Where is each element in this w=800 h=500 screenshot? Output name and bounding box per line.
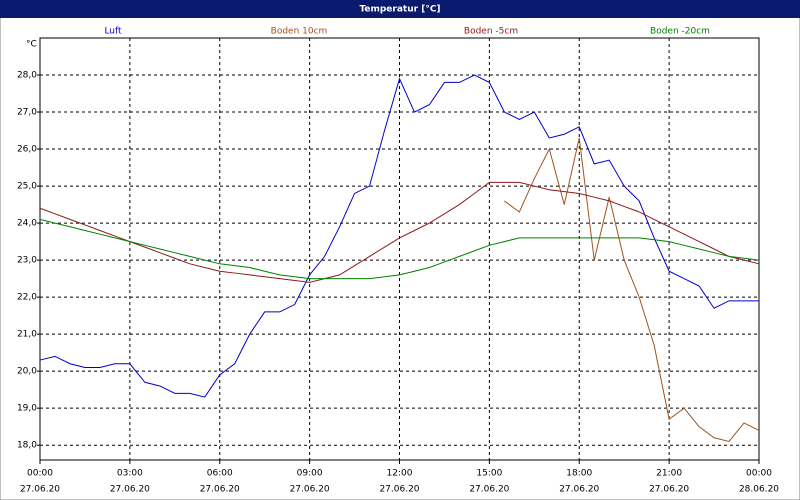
x-tick-date: 27.06.20 [110,485,150,495]
x-tick-label: 00:00 [746,469,772,479]
legend-entry: Boden -20cm [650,27,710,37]
x-tick-label: 18:00 [566,469,592,479]
y-tick-label: 28,0 [17,71,37,81]
legend-entry: Boden -5cm [464,27,518,37]
y-tick-label: 25,0 [17,182,37,192]
x-tick-date: 27.06.20 [379,485,419,495]
legend-entry: Boden 10cm [271,27,328,37]
x-tick-date: 27.06.20 [20,485,60,495]
y-tick-label: 19,0 [17,404,37,414]
x-tick-date: 27.06.20 [200,485,240,495]
x-tick-date: 27.06.20 [469,485,509,495]
x-tick-label: 15:00 [476,469,502,479]
x-tick-date: 27.06.20 [290,485,330,495]
x-tick-label: 06:00 [207,469,233,479]
data-line [39,74,759,398]
x-tick-label: 00:00 [27,469,53,479]
title-bar [0,0,800,18]
y-tick-label: 27,0 [17,108,37,118]
data-line [39,181,760,283]
x-tick-date: 27.06.20 [649,485,689,495]
legend-entry: Luft [104,27,122,37]
y-tick-label: 23,0 [17,256,37,266]
y-axis-label: °C [26,40,37,50]
x-tick-label: 12:00 [387,469,413,479]
y-tick-label: 18,0 [17,441,37,451]
data-line [39,218,760,280]
y-tick-label: 24,0 [17,219,37,229]
x-tick-date: 27.06.20 [559,485,599,495]
y-tick-label: 20,0 [17,367,37,377]
x-tick-label: 21:00 [656,469,682,479]
data-line [504,137,760,443]
y-tick-label: 22,0 [17,293,37,303]
y-tick-label: 26,0 [17,145,37,155]
x-tick-date: 28.06.20 [739,485,779,495]
y-tick-label: 21,0 [17,330,37,340]
x-tick-label: 03:00 [117,469,143,479]
x-tick-label: 09:00 [297,469,323,479]
chart-title: Temperatur [°C] [359,5,440,15]
